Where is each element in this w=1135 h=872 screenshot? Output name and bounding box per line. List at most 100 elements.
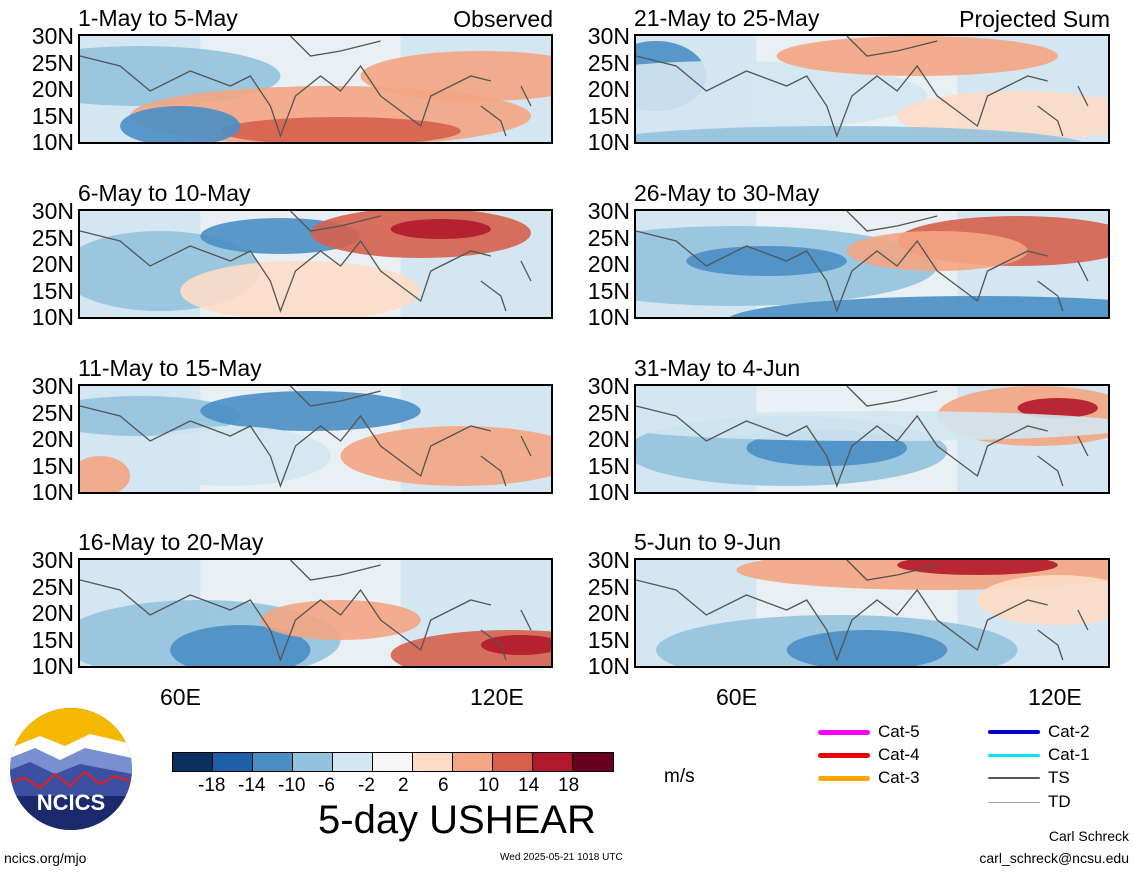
lat-label: 25N	[31, 49, 74, 76]
lat-label: 20N	[587, 426, 630, 452]
panel-title: 11-May to 15-May	[78, 355, 262, 381]
shear-contour	[170, 625, 311, 666]
lon-label-60e-left: 60E	[160, 684, 201, 710]
lat-label: 25N	[587, 49, 630, 76]
shear-contour	[686, 246, 847, 276]
legend-label: TS	[1048, 768, 1070, 787]
colorbar-swatch	[533, 753, 573, 771]
shear-contour	[360, 51, 551, 101]
coastline	[289, 386, 532, 487]
legend-item: Cat-2	[988, 722, 1090, 742]
lat-label: 20N	[31, 426, 74, 452]
lat-label: 25N	[31, 224, 74, 251]
lat-label: 20N	[587, 76, 630, 102]
shear-contour	[636, 61, 928, 131]
lat-label: 30N	[587, 373, 630, 399]
lon-label-60e-right: 60E	[716, 684, 757, 710]
coastline	[846, 386, 1089, 487]
lat-label: 15N	[587, 102, 630, 129]
figure-title: 5-day USHEAR	[318, 798, 596, 842]
lat-label: 30N	[31, 198, 74, 224]
lon-label-120e-right: 120E	[1028, 684, 1082, 710]
lat-label: 15N	[31, 626, 74, 653]
coastline	[80, 579, 492, 662]
lat-label: 25N	[587, 573, 630, 600]
legend-item: Cat-4	[818, 745, 920, 765]
lat-label: 30N	[31, 373, 74, 399]
shear-contour	[260, 600, 421, 640]
lat-label: 25N	[587, 399, 630, 426]
panel-title: 6-May to 10-May	[78, 180, 251, 206]
shear-contour	[897, 560, 1058, 575]
legend-label: Cat-3	[878, 768, 920, 787]
ncics-logo: NCICS	[10, 708, 132, 830]
lat-label: 10N	[587, 129, 630, 155]
lat-label: 10N	[31, 479, 74, 505]
legend-label: TD	[1048, 792, 1071, 811]
lon-label-120e-left: 120E	[470, 684, 524, 710]
colorbar	[172, 752, 614, 772]
coastline	[636, 579, 1048, 662]
coastline	[636, 55, 1048, 138]
coastline	[80, 405, 492, 488]
shear-contour	[80, 396, 241, 436]
coastline	[289, 211, 532, 312]
shear-contour	[636, 126, 1083, 142]
lat-label: 25N	[587, 224, 630, 251]
shear-contour	[200, 391, 421, 431]
shear-map	[634, 209, 1110, 319]
shear-map	[634, 34, 1110, 144]
coastline	[846, 36, 1089, 137]
colorbar-swatch	[413, 753, 453, 771]
lat-label: 15N	[31, 452, 74, 479]
legend-line-swatch	[988, 730, 1040, 734]
lat-label: 30N	[31, 547, 74, 573]
panel-title: 1-May to 5-May	[78, 5, 238, 31]
shear-contour	[786, 630, 948, 666]
colorbar-tick: -2	[358, 775, 375, 796]
lat-label: 30N	[587, 198, 630, 224]
logo-text: NCICS	[37, 790, 105, 815]
legend-line-swatch	[988, 753, 1040, 757]
coastline	[846, 211, 1089, 312]
lat-label: 15N	[587, 277, 630, 304]
colorbar-swatch	[493, 753, 533, 771]
legend-item: TD	[988, 792, 1071, 812]
coastline	[636, 230, 1048, 313]
legend-line-swatch	[818, 752, 870, 758]
panel-tag: Observed	[453, 6, 553, 32]
legend-line-swatch	[818, 775, 870, 781]
coastline	[636, 405, 1048, 488]
lat-label: 30N	[31, 23, 74, 49]
coastline	[80, 55, 492, 138]
shear-map	[634, 558, 1110, 668]
shear-map	[78, 558, 553, 668]
colorbar-swatch	[213, 753, 253, 771]
lat-label: 15N	[31, 102, 74, 129]
panel-title: 21-May to 25-May	[634, 5, 820, 31]
shear-contour	[846, 231, 1028, 271]
footer-email: carl_schreck@ncsu.edu	[979, 850, 1129, 866]
colorbar-tick: -14	[238, 775, 266, 796]
colorbar-swatch	[373, 753, 413, 771]
shear-contour	[180, 261, 421, 317]
coastline	[289, 36, 532, 137]
legend-label: Cat-1	[1048, 745, 1090, 764]
panel-title: 16-May to 20-May	[78, 529, 264, 555]
lat-label: 10N	[587, 304, 630, 330]
colorbar-swatch	[173, 753, 213, 771]
lat-label: 25N	[31, 399, 74, 426]
lat-label: 15N	[587, 452, 630, 479]
colorbar-tick: 18	[558, 775, 580, 796]
colorbar-tick: 10	[478, 775, 500, 796]
coastline	[846, 560, 1089, 661]
lat-label: 15N	[31, 277, 74, 304]
legend-item: Cat-3	[818, 768, 920, 788]
lat-label: 10N	[31, 653, 74, 679]
lat-label: 10N	[31, 129, 74, 155]
lat-label: 20N	[587, 600, 630, 626]
legend-line-swatch	[988, 777, 1040, 779]
colorbar-tick: 14	[518, 775, 540, 796]
panel-title: 31-May to 4-Jun	[634, 355, 801, 381]
shear-contour	[120, 106, 241, 142]
